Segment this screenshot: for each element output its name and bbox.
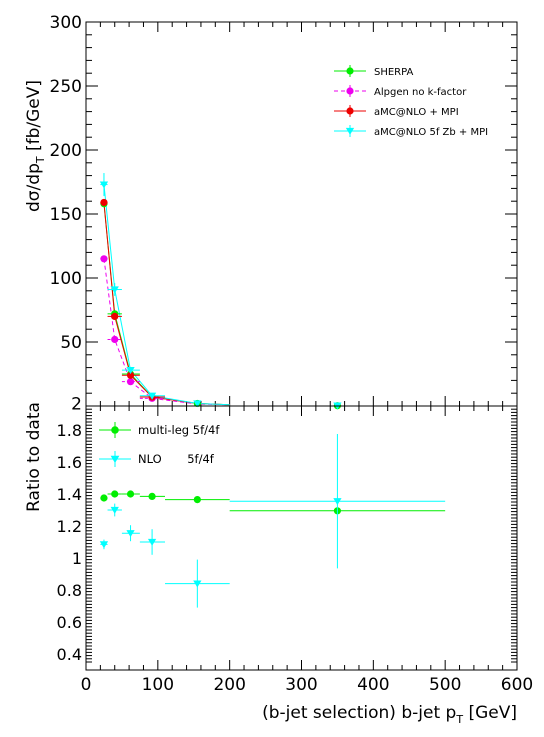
bottom-point-0 bbox=[100, 494, 108, 502]
bottom-y-axis-title: Ratio to data bbox=[24, 402, 44, 512]
bottom-point-1 bbox=[99, 541, 109, 549]
bottom-y-tick-label: 0.4 bbox=[57, 645, 82, 664]
bottom-legend-label-0: multi-leg 5f/4f bbox=[138, 423, 220, 437]
x-tick-label: 500 bbox=[429, 675, 461, 695]
bottom-point-1 bbox=[147, 538, 157, 546]
top-legend-label-3: aMC@NLO 5f Zb + MPI bbox=[374, 127, 488, 138]
top-y-axis-title: dσ/dpT [fb/GeV] bbox=[24, 80, 47, 212]
bottom-y-tick-label: 1.4 bbox=[57, 485, 82, 504]
top-legend: SHERPA Alpgen no k-factor aMC@NLO + MPI aMC… bbox=[334, 65, 488, 138]
top-y-tick-label: 100 bbox=[50, 269, 82, 289]
top-y-axis-title-unit: [fb/GeV] bbox=[24, 80, 44, 156]
x-tick-label: 100 bbox=[142, 675, 174, 695]
top-y-tick-label: 300 bbox=[50, 13, 82, 33]
top-y-axis-title-sub: T bbox=[34, 156, 47, 164]
bottom-point-1 bbox=[193, 580, 202, 588]
top-point-3 bbox=[99, 181, 109, 189]
bottom-point-0 bbox=[111, 490, 119, 498]
top-series-line-3 bbox=[103, 184, 230, 406]
bottom-y-tick-label: 1 bbox=[72, 549, 82, 568]
top-point-2 bbox=[100, 198, 108, 207]
bottom-y-tick-label: 0.8 bbox=[57, 581, 82, 600]
bottom-point-1 bbox=[110, 506, 119, 514]
top-legend-marker-3 bbox=[345, 127, 355, 135]
x-tick-label: 200 bbox=[213, 675, 245, 695]
bottom-legend-marker-0 bbox=[111, 426, 119, 434]
bottom-y-tick-label: 1.8 bbox=[57, 421, 82, 440]
top-legend-label-2: aMC@NLO + MPI bbox=[374, 107, 459, 118]
x-tick-label: 400 bbox=[357, 675, 389, 695]
top-legend-label-1: Alpgen no k-factor bbox=[374, 87, 467, 98]
bottom-y-tick-label: 0.6 bbox=[57, 613, 82, 632]
x-tick-label: 0 bbox=[81, 675, 92, 695]
top-curves bbox=[103, 184, 230, 406]
x-axis-title-main: (b-jet selection) b-jet p bbox=[262, 703, 456, 723]
top-point-1 bbox=[100, 255, 108, 263]
top-legend-marker-0 bbox=[346, 67, 354, 75]
top-point-3 bbox=[147, 392, 157, 400]
top-series-line-1 bbox=[103, 258, 230, 406]
top-y-axis-title-main: dσ/dp bbox=[24, 163, 44, 212]
bottom-legend-marker-1 bbox=[110, 455, 120, 464]
x-axis-title: (b-jet selection) b-jet pT [GeV] bbox=[262, 703, 517, 726]
top-point-2 bbox=[126, 371, 135, 379]
x-axis-title-sub: T bbox=[455, 713, 463, 726]
top-point-1 bbox=[111, 335, 119, 344]
bottom-data-points bbox=[99, 434, 446, 608]
bottom-y-tick-label: 1.2 bbox=[57, 517, 82, 536]
bottom-legend-label-1: NLO 5f/4f bbox=[138, 452, 215, 466]
top-y-tick-label: 250 bbox=[50, 77, 82, 97]
top-y-tick-label: 2 bbox=[71, 394, 82, 414]
top-legend-marker-2 bbox=[346, 107, 354, 115]
top-point-3 bbox=[126, 367, 135, 375]
top-legend-marker-1 bbox=[346, 87, 354, 95]
top-y-tick-label: 200 bbox=[50, 141, 82, 161]
x-tick-label: 300 bbox=[285, 675, 317, 695]
top-point-2 bbox=[111, 312, 119, 320]
bottom-point-0 bbox=[148, 492, 156, 500]
bottom-y-tick-label: 1.6 bbox=[57, 453, 82, 472]
top-axis-ticks bbox=[85, 21, 518, 407]
bottom-point-0 bbox=[193, 496, 201, 504]
bottom-point-0 bbox=[126, 490, 135, 498]
x-tick-label: 600 bbox=[501, 675, 533, 695]
bottom-panel: 0.4 0.6 0.8 1 1.2 1.4 1.6 1.8 0 100 200 300 400 500 6… bbox=[24, 402, 533, 726]
top-point-3 bbox=[193, 400, 202, 408]
top-data-points bbox=[99, 173, 342, 410]
top-y-tick-label: 150 bbox=[50, 205, 82, 225]
bottom-y-tick-labels: 0.4 0.6 0.8 1 1.2 1.4 1.6 1.8 bbox=[57, 421, 82, 664]
bottom-point-1 bbox=[333, 498, 342, 506]
top-point-3 bbox=[110, 286, 119, 294]
x-axis-title-unit: [GeV] bbox=[463, 703, 517, 723]
bottom-axis-ticks bbox=[85, 406, 518, 670]
bottom-legend: multi-leg 5f/4f NLO 5f/4f bbox=[99, 422, 220, 467]
top-y-tick-label: 50 bbox=[60, 333, 82, 353]
top-point-1 bbox=[126, 378, 135, 386]
top-legend-label-0: SHERPA bbox=[374, 67, 414, 78]
bottom-point-1 bbox=[126, 530, 135, 538]
x-tick-labels: 0 100 200 300 400 500 600 bbox=[81, 675, 534, 695]
